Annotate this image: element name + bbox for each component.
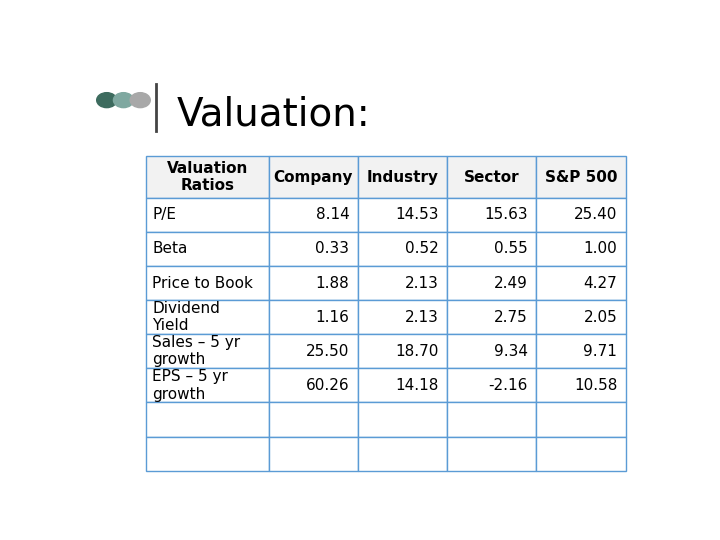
Bar xyxy=(358,300,447,334)
Bar xyxy=(536,368,626,402)
Bar xyxy=(536,266,626,300)
Bar xyxy=(269,156,358,198)
Text: Sales – 5 yr
growth: Sales – 5 yr growth xyxy=(153,335,240,368)
Circle shape xyxy=(130,93,150,107)
Text: 14.18: 14.18 xyxy=(395,378,438,393)
Bar xyxy=(145,156,269,198)
Text: 2.13: 2.13 xyxy=(405,275,438,291)
Text: 2.49: 2.49 xyxy=(494,275,528,291)
Bar xyxy=(145,198,269,232)
Bar xyxy=(358,232,447,266)
Text: 14.53: 14.53 xyxy=(395,207,438,222)
Bar xyxy=(536,436,626,471)
Text: 0.52: 0.52 xyxy=(405,241,438,256)
Text: 25.40: 25.40 xyxy=(574,207,617,222)
Bar xyxy=(536,402,626,436)
Text: 1.16: 1.16 xyxy=(315,310,349,325)
Text: Valuation:: Valuation: xyxy=(176,96,370,134)
Text: 1.88: 1.88 xyxy=(315,275,349,291)
Bar xyxy=(145,334,269,368)
Bar xyxy=(536,334,626,368)
Text: 15.63: 15.63 xyxy=(485,207,528,222)
Bar xyxy=(447,156,536,198)
Text: 25.50: 25.50 xyxy=(306,344,349,359)
Text: 60.26: 60.26 xyxy=(306,378,349,393)
Bar xyxy=(269,300,358,334)
Text: S&P 500: S&P 500 xyxy=(545,170,617,185)
Bar xyxy=(447,436,536,471)
Bar xyxy=(447,368,536,402)
Bar xyxy=(447,232,536,266)
Bar xyxy=(269,266,358,300)
Bar xyxy=(145,368,269,402)
Text: 18.70: 18.70 xyxy=(395,344,438,359)
Bar xyxy=(269,232,358,266)
Bar xyxy=(358,198,447,232)
Bar xyxy=(269,436,358,471)
Bar xyxy=(269,198,358,232)
Text: Beta: Beta xyxy=(153,241,188,256)
Text: 2.13: 2.13 xyxy=(405,310,438,325)
Bar xyxy=(447,300,536,334)
Bar xyxy=(269,334,358,368)
Bar xyxy=(358,156,447,198)
Bar xyxy=(358,436,447,471)
Bar xyxy=(447,402,536,436)
Text: 10.58: 10.58 xyxy=(574,378,617,393)
Bar xyxy=(358,402,447,436)
Bar xyxy=(447,198,536,232)
Bar xyxy=(145,436,269,471)
Text: Company: Company xyxy=(274,170,353,185)
Bar xyxy=(358,368,447,402)
Circle shape xyxy=(114,93,133,107)
Bar xyxy=(536,300,626,334)
Text: Industry: Industry xyxy=(366,170,438,185)
Bar xyxy=(536,232,626,266)
Text: 2.75: 2.75 xyxy=(494,310,528,325)
Text: P/E: P/E xyxy=(153,207,176,222)
Bar xyxy=(269,402,358,436)
Circle shape xyxy=(96,93,117,107)
Text: 0.55: 0.55 xyxy=(494,241,528,256)
Bar xyxy=(145,300,269,334)
Text: 8.14: 8.14 xyxy=(315,207,349,222)
Bar xyxy=(358,334,447,368)
Text: Price to Book: Price to Book xyxy=(153,275,253,291)
Bar xyxy=(447,334,536,368)
Text: 9.71: 9.71 xyxy=(583,344,617,359)
Bar xyxy=(358,266,447,300)
Text: 2.05: 2.05 xyxy=(584,310,617,325)
Bar xyxy=(447,266,536,300)
Text: 1.00: 1.00 xyxy=(584,241,617,256)
Text: -2.16: -2.16 xyxy=(489,378,528,393)
Text: 4.27: 4.27 xyxy=(584,275,617,291)
Bar xyxy=(145,232,269,266)
Text: 0.33: 0.33 xyxy=(315,241,349,256)
Text: Sector: Sector xyxy=(464,170,520,185)
Text: Dividend
Yield: Dividend Yield xyxy=(153,301,220,333)
Bar xyxy=(536,156,626,198)
Text: 9.34: 9.34 xyxy=(494,344,528,359)
Text: EPS – 5 yr
growth: EPS – 5 yr growth xyxy=(153,369,228,402)
Bar xyxy=(536,198,626,232)
Bar xyxy=(145,266,269,300)
Bar xyxy=(269,368,358,402)
Text: Valuation
Ratios: Valuation Ratios xyxy=(166,161,248,193)
Bar xyxy=(145,402,269,436)
